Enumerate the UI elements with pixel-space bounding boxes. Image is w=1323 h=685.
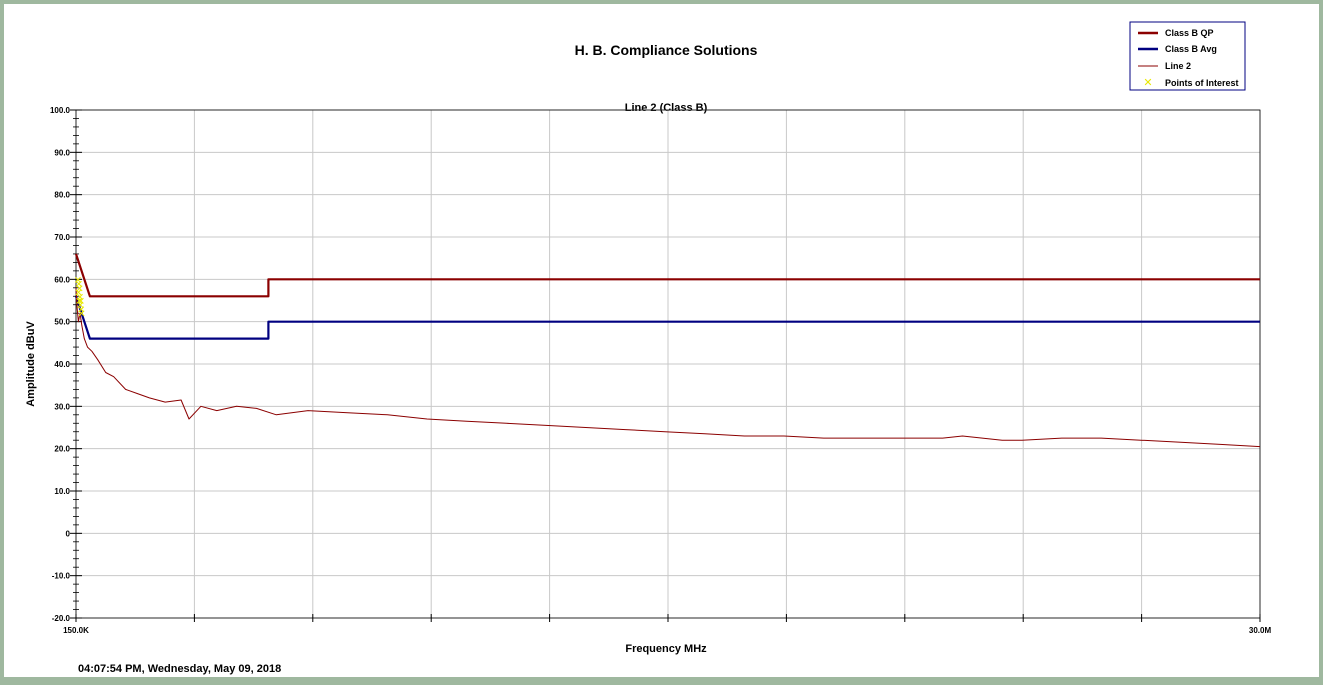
- poi-marker: ✕: [75, 297, 83, 308]
- y-tick-label: 70.0: [54, 233, 70, 242]
- poi-marker: ✕: [76, 301, 84, 312]
- poi-marker: ✕: [74, 275, 82, 286]
- y-tick-label: -20.0: [52, 614, 71, 623]
- timestamp: 04:07:54 PM, Wednesday, May 09, 2018: [78, 663, 281, 675]
- chart-title: H. B. Compliance Solutions: [575, 42, 758, 58]
- poi-marker: ✕: [77, 297, 85, 308]
- series-line-2-line: [75, 287, 1261, 448]
- poi-marker: ✕: [77, 305, 85, 316]
- y-tick-label: 80.0: [54, 191, 70, 200]
- chart-svg: H. B. Compliance Solutions Line 2 (Class…: [25, 21, 1271, 675]
- y-tick-label: 30.0: [54, 402, 70, 411]
- poi-marker: ✕: [75, 280, 83, 291]
- legend-label-points-of-interest: Points of Interest: [1165, 78, 1239, 88]
- legend-label-class-b-qp: Class B QP: [1165, 28, 1214, 38]
- series-layer: ✕✕✕✕✕✕✕✕✕✕: [74, 253, 1261, 448]
- series-class-b-avg-line: [74, 295, 1260, 340]
- series-class-b-qp-line: [74, 253, 1260, 298]
- y-tick-label: 40.0: [54, 360, 70, 369]
- poi-marker: ✕: [77, 309, 85, 320]
- y-tick-label: 90.0: [54, 148, 70, 157]
- grid: [75, 109, 1261, 619]
- x-axis-label: Frequency MHz: [625, 643, 707, 655]
- y-tick-label: 100.0: [50, 106, 71, 115]
- poi-marker: ✕: [75, 284, 83, 295]
- y-tick-label: 50.0: [54, 318, 70, 327]
- y-tick-label: 0: [66, 529, 71, 538]
- poi-marker: ✕: [74, 288, 82, 299]
- y-tick-label: 60.0: [54, 275, 70, 284]
- y-tick-label: 20.0: [54, 445, 70, 454]
- chart-subtitle: Line 2 (Class B): [625, 102, 708, 114]
- legend-swatch-points-of-interest: ✕: [1143, 76, 1152, 89]
- poi-marker: ✕: [76, 292, 84, 303]
- legend-label-class-b-avg: Class B Avg: [1165, 44, 1217, 54]
- y-tick-label: -10.0: [52, 572, 71, 581]
- axis-ticks: 100.0 90.0 80.0 70.0 60.0 50.0 40.0 30.0 20.0 10.…: [50, 106, 1271, 635]
- x-tick-label: 150.0K: [63, 626, 89, 635]
- legend: Class B QP Class B Avg Line 2 ✕ Points o…: [1129, 21, 1246, 91]
- x-tick-label: 30.0M: [1249, 626, 1272, 635]
- y-tick-label: 10.0: [54, 487, 70, 496]
- y-axis-label: Amplitude dBuV: [25, 321, 37, 407]
- legend-label-line-2: Line 2: [1165, 61, 1191, 71]
